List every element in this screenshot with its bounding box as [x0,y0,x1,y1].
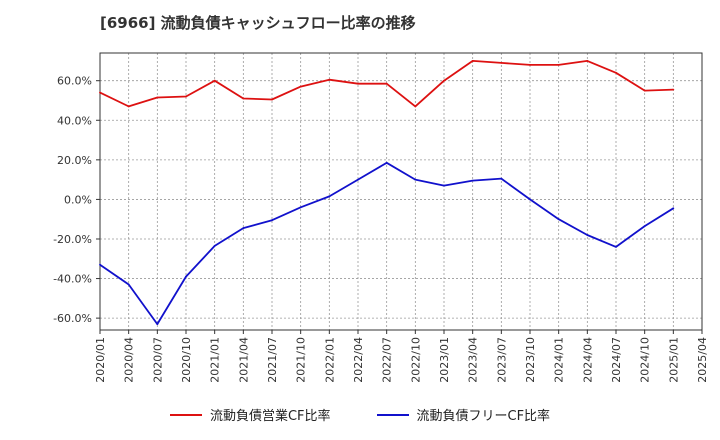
x-tick-label: 2021/04 [237,337,250,383]
data-point-free-cf [385,161,388,164]
data-point-free-cf [328,195,331,198]
data-point-free-cf [185,275,187,278]
y-tick-label: 20.0% [57,154,92,167]
data-point-free-cf [500,177,503,180]
x-tick-label: 2025/04 [696,337,709,383]
x-tick-label: 2022/01 [323,337,336,383]
x-tick-label: 2022/07 [381,337,394,383]
data-point-free-cf [443,184,445,187]
legend-swatch-operating-cf [169,413,202,416]
x-tick-label: 2025/01 [667,337,680,383]
x-tick-label: 2024/01 [553,337,566,383]
x-tick-label: 2023/07 [495,337,508,383]
data-point-free-cf [557,218,560,221]
legend: 流動負債営業CF比率 流動負債フリーCF比率 [0,405,720,424]
data-point-operating-cf [127,105,130,108]
chart-title: [6966] 流動負債キャッシュフロー比率の推移 [100,14,416,32]
data-point-operating-cf [242,97,245,100]
x-tick-label: 2020/07 [151,337,164,383]
x-tick-label: 2023/10 [524,337,537,383]
data-point-free-cf [672,207,675,210]
data-point-operating-cf [385,82,388,85]
data-point-operating-cf [156,96,159,99]
x-tick-label: 2024/10 [639,337,652,383]
data-point-operating-cf [99,91,101,94]
data-point-free-cf [529,198,531,201]
x-tick-label: 2024/07 [610,337,623,383]
x-tick-label: 2020/04 [123,337,136,383]
y-tick-label: -20.0% [53,233,92,246]
data-point-operating-cf [557,63,560,66]
data-point-operating-cf [299,85,302,88]
data-point-operating-cf [529,63,531,66]
data-point-free-cf [271,219,273,222]
plot-frame [99,52,703,331]
legend-label-free-cf: 流動負債フリーCF比率 [416,409,551,424]
data-point-operating-cf [500,61,503,64]
y-tick-label: 60.0% [57,75,92,88]
data-point-operating-cf [615,71,617,74]
data-point-operating-cf [328,78,331,81]
y-tick-label: 40.0% [57,114,92,127]
data-point-free-cf [586,234,589,236]
data-point-operating-cf [185,95,187,98]
data-point-operating-cf [357,82,359,85]
x-tick-label: 2020/10 [180,337,193,383]
data-point-free-cf [213,245,216,247]
data-point-operating-cf [471,60,474,62]
x-tick-label: 2024/04 [581,337,594,383]
legend-swatch-free-cf [376,413,409,416]
legend-item-operating-cf: 流動負債営業CF比率 [169,405,331,424]
data-point-operating-cf [414,105,417,108]
data-point-free-cf [99,263,101,266]
data-point-operating-cf [643,89,646,92]
x-tick-label: 2022/10 [409,337,422,383]
data-point-free-cf [357,178,359,181]
y-tick-label: -60.0% [53,312,92,325]
data-point-free-cf [414,178,417,181]
data-point-free-cf [156,323,159,325]
x-tick-label: 2023/04 [467,337,480,383]
y-tick-label: 0.0% [64,193,92,206]
data-point-free-cf [615,246,617,248]
data-point-operating-cf [443,79,445,82]
data-point-operating-cf [271,98,273,101]
data-point-free-cf [299,206,302,209]
y-tick-label: -40.0% [53,273,92,286]
data-point-free-cf [242,227,245,230]
data-point-operating-cf [672,88,675,91]
data-point-free-cf [643,225,646,228]
x-tick-label: 2021/07 [266,337,279,383]
x-tick-label: 2023/01 [438,337,451,383]
x-tick-label: 2022/04 [352,337,365,383]
legend-item-free-cf: 流動負債フリーCF比率 [376,405,551,424]
data-point-free-cf [127,283,130,286]
x-tick-label: 2021/10 [295,337,308,383]
data-point-free-cf [471,179,474,182]
x-tick-label: 2020/01 [94,337,107,383]
x-tick-label: 2021/01 [209,337,222,383]
data-point-operating-cf [586,60,589,62]
legend-label-operating-cf: 流動負債営業CF比率 [209,409,331,424]
data-point-operating-cf [213,79,216,82]
